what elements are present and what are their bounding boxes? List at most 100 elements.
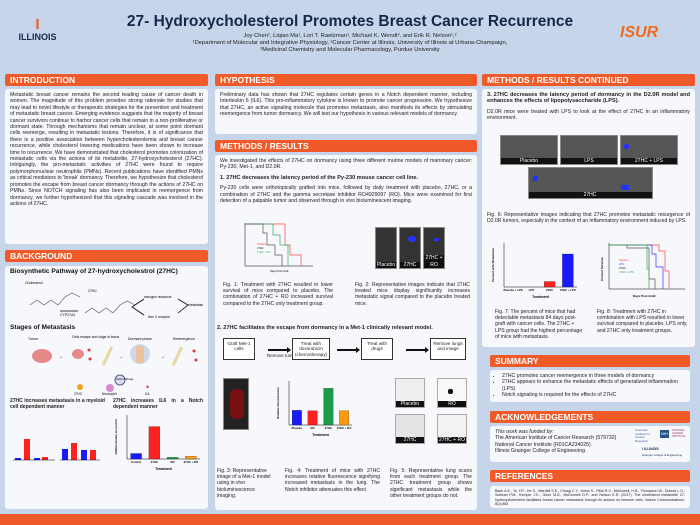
- summary-list: 27HC promotes cancer reemergence in thre…: [490, 370, 690, 402]
- bar-1: [307, 410, 318, 426]
- poster-title: 27- Hydroxycholesterol Promotes Breast C…: [126, 13, 574, 30]
- fig7-caption: Fig. 7: The percent of mice that had det…: [495, 309, 583, 340]
- svg-text:LPS: LPS: [619, 262, 624, 266]
- references-header: REFERENCES: [490, 470, 690, 482]
- footer-band: [0, 514, 700, 525]
- x-tick-label: Placebo + LPS: [503, 288, 522, 292]
- bone-icon: [101, 346, 114, 366]
- fig4-caption: Fig. 4: Treatment of mice with 27HC incr…: [285, 468, 380, 493]
- svg-text:Dormant phase: Dormant phase: [128, 337, 152, 341]
- authors: Joy Chen¹, Liqian Ma¹, Lori T. Raetzman¹…: [192, 33, 508, 54]
- x-tick-label: 27HC + RO: [337, 426, 352, 430]
- fig5-caption: Fig. 5: Representative lung scans from e…: [390, 468, 472, 499]
- bar-3: [185, 455, 197, 459]
- flow-step-doxorubicin: Treat with doxorubicin (chemotherapy): [292, 338, 330, 360]
- fig1-survival-chart: Placebo 27HC 27HC + RO Days Post Graft: [244, 223, 313, 273]
- fig7-chart: Placebo + LPS LPS 27HC 27HC + LPS Treatment P…: [491, 243, 577, 299]
- metastasis-stages-diagram: Tumor Cells escape and lodge in tissue D…: [28, 335, 198, 396]
- bar-0: [130, 453, 142, 459]
- x-axis-label: Treatment: [155, 467, 173, 471]
- x-tick-label: LPS: [529, 288, 535, 292]
- summary-header: SUMMARY: [490, 355, 690, 367]
- bar-0: [292, 410, 302, 426]
- methods-header: METHODS / RESULTS: [215, 140, 477, 152]
- background-panel: Biosynthetic Pathway of 27-hydroxycholes…: [5, 266, 208, 509]
- flow-step-image: Remove lungs and image: [430, 338, 466, 360]
- il6-chart: Control 27HC RO 27HC + RO Treatment mRNA rela…: [114, 414, 200, 471]
- section2-heading: 2. 27HC facilitates the escape from dorm…: [217, 325, 433, 331]
- x-tick-label: 27HC: [325, 426, 332, 430]
- background-header: BACKGROUND: [5, 250, 208, 262]
- y-axis-label: Percent with Metastasis: [491, 248, 495, 282]
- x-tick-label: 27HC + RO: [184, 460, 199, 464]
- continued-panel: 3. 27HC decreases the latency period of …: [482, 89, 695, 347]
- fig3-caption: Fig. 3: Representative image of a Met-1 …: [217, 468, 271, 499]
- svg-text:27HC: 27HC: [88, 289, 97, 293]
- fig6-images: Placebo LPS 27HC + LPS 27HC: [500, 135, 680, 199]
- svg-text:metastasis: metastasis: [188, 303, 203, 307]
- svg-text:Reemergence: Reemergence: [173, 337, 195, 341]
- methods-panel: We investigated the effects of 27HC on d…: [215, 155, 477, 510]
- fig2-images: Placebo 27HC 27HC + RO: [375, 227, 445, 269]
- fig2-caption: Fig. 2: Representative images indicate t…: [355, 282, 470, 307]
- fig3-image: [223, 378, 249, 430]
- svg-text:27HC: 27HC: [257, 246, 264, 250]
- bar-2: [167, 456, 179, 459]
- flow-step-graft: Graft Met-1 cells: [223, 338, 255, 360]
- svg-text:CYP27A1: CYP27A1: [60, 313, 75, 317]
- svg-text:Cholesterol: Cholesterol: [25, 281, 43, 285]
- references-text: Baek A.E., Yu Y.R., He S., Wardell S.E.,…: [490, 486, 690, 508]
- x-tick-label: Control: [131, 460, 141, 464]
- fig8-caption: Fig. 8: Treatment with 27HC in combinati…: [597, 309, 688, 334]
- svg-text:Neutrophil: Neutrophil: [102, 392, 117, 396]
- fig8-survival-chart: Placebo LPS 27HC 27HC + LPS Days Post Gr…: [600, 243, 685, 298]
- y-axis-label: mRNA relative to control: [114, 419, 118, 454]
- x-tick-label: Placebo: [292, 426, 303, 430]
- x-tick-label: RO: [171, 460, 176, 464]
- fig1-caption: Fig. 1: Treatment with 27HC resulted in …: [223, 282, 333, 307]
- svg-text:27HC: 27HC: [619, 266, 626, 270]
- svg-text:Days Post Graft: Days Post Graft: [270, 269, 289, 273]
- svg-text:27HC: 27HC: [74, 392, 83, 396]
- tumor-icon: [32, 348, 52, 363]
- x-tick-label: 27HC: [546, 288, 553, 292]
- svg-text:IL6: IL6: [145, 392, 150, 396]
- fig6-caption: Fig. 6: Representative images indicating…: [487, 212, 690, 225]
- bar-2: [544, 281, 556, 288]
- ack-panel: This work was funded by: The American In…: [490, 426, 690, 462]
- svg-text:Cells escape and lodge in tiss: Cells escape and lodge in tissue: [72, 335, 119, 339]
- fig5-images: Placebo RO 27HC 27HC + RO: [395, 378, 467, 444]
- svg-text:✶: ✶: [145, 384, 150, 391]
- svg-text:Days Post Graft: Days Post Graft: [633, 294, 656, 298]
- x-axis-label: Treatment: [532, 295, 550, 299]
- svg-text:Notch Pathway: Notch Pathway: [116, 377, 134, 381]
- pathway-diagram: Cholesterol CYP27A1 27HC estrogen recept…: [25, 281, 203, 319]
- isur-logo: ISUR: [620, 24, 659, 41]
- introduction-header: INTRODUCTION: [5, 74, 208, 86]
- bar-2: [323, 388, 334, 426]
- grainger-logo: I ILLINOIS Grainger College of Engineerin…: [642, 447, 682, 458]
- nih-logo: NIH: [660, 430, 669, 439]
- svg-text:Tumor: Tumor: [28, 337, 39, 341]
- svg-text:estrogen receptors: estrogen receptors: [144, 295, 172, 299]
- x-tick-label: 27HC + LPS: [560, 288, 576, 292]
- svg-text:Percent Survival: Percent Survival: [600, 257, 604, 281]
- bar-1: [148, 426, 160, 459]
- svg-text:→: →: [118, 354, 123, 360]
- continued-header: METHODS / RESULTS CONTINUED: [482, 74, 695, 86]
- fig4-chart: Placebo RO 27HC 27HC + RO Treatment Relative …: [276, 381, 352, 437]
- bar-3: [339, 410, 349, 426]
- hypothesis-header: HYPOTHESIS: [215, 74, 477, 86]
- svg-text:liver X receptor: liver X receptor: [148, 315, 171, 319]
- illinois-logo: I ILLINOIS: [18, 16, 57, 42]
- y-axis-label: Relative Fluorescence: [276, 387, 280, 419]
- flow-step-drugs: Treat with drugs: [361, 338, 393, 360]
- x-tick-label: RO: [311, 426, 316, 430]
- myeloid-metastasis-chart: [13, 438, 100, 460]
- bar-3: [562, 253, 574, 288]
- x-axis-label: Treatment: [312, 433, 330, 437]
- x-tick-label: 27HC: [151, 460, 158, 464]
- svg-text:Placebo: Placebo: [619, 258, 629, 262]
- aicr-logo: American Institute for Cancer Research: [635, 428, 650, 443]
- svg-text:27HC + RO: 27HC + RO: [257, 250, 270, 254]
